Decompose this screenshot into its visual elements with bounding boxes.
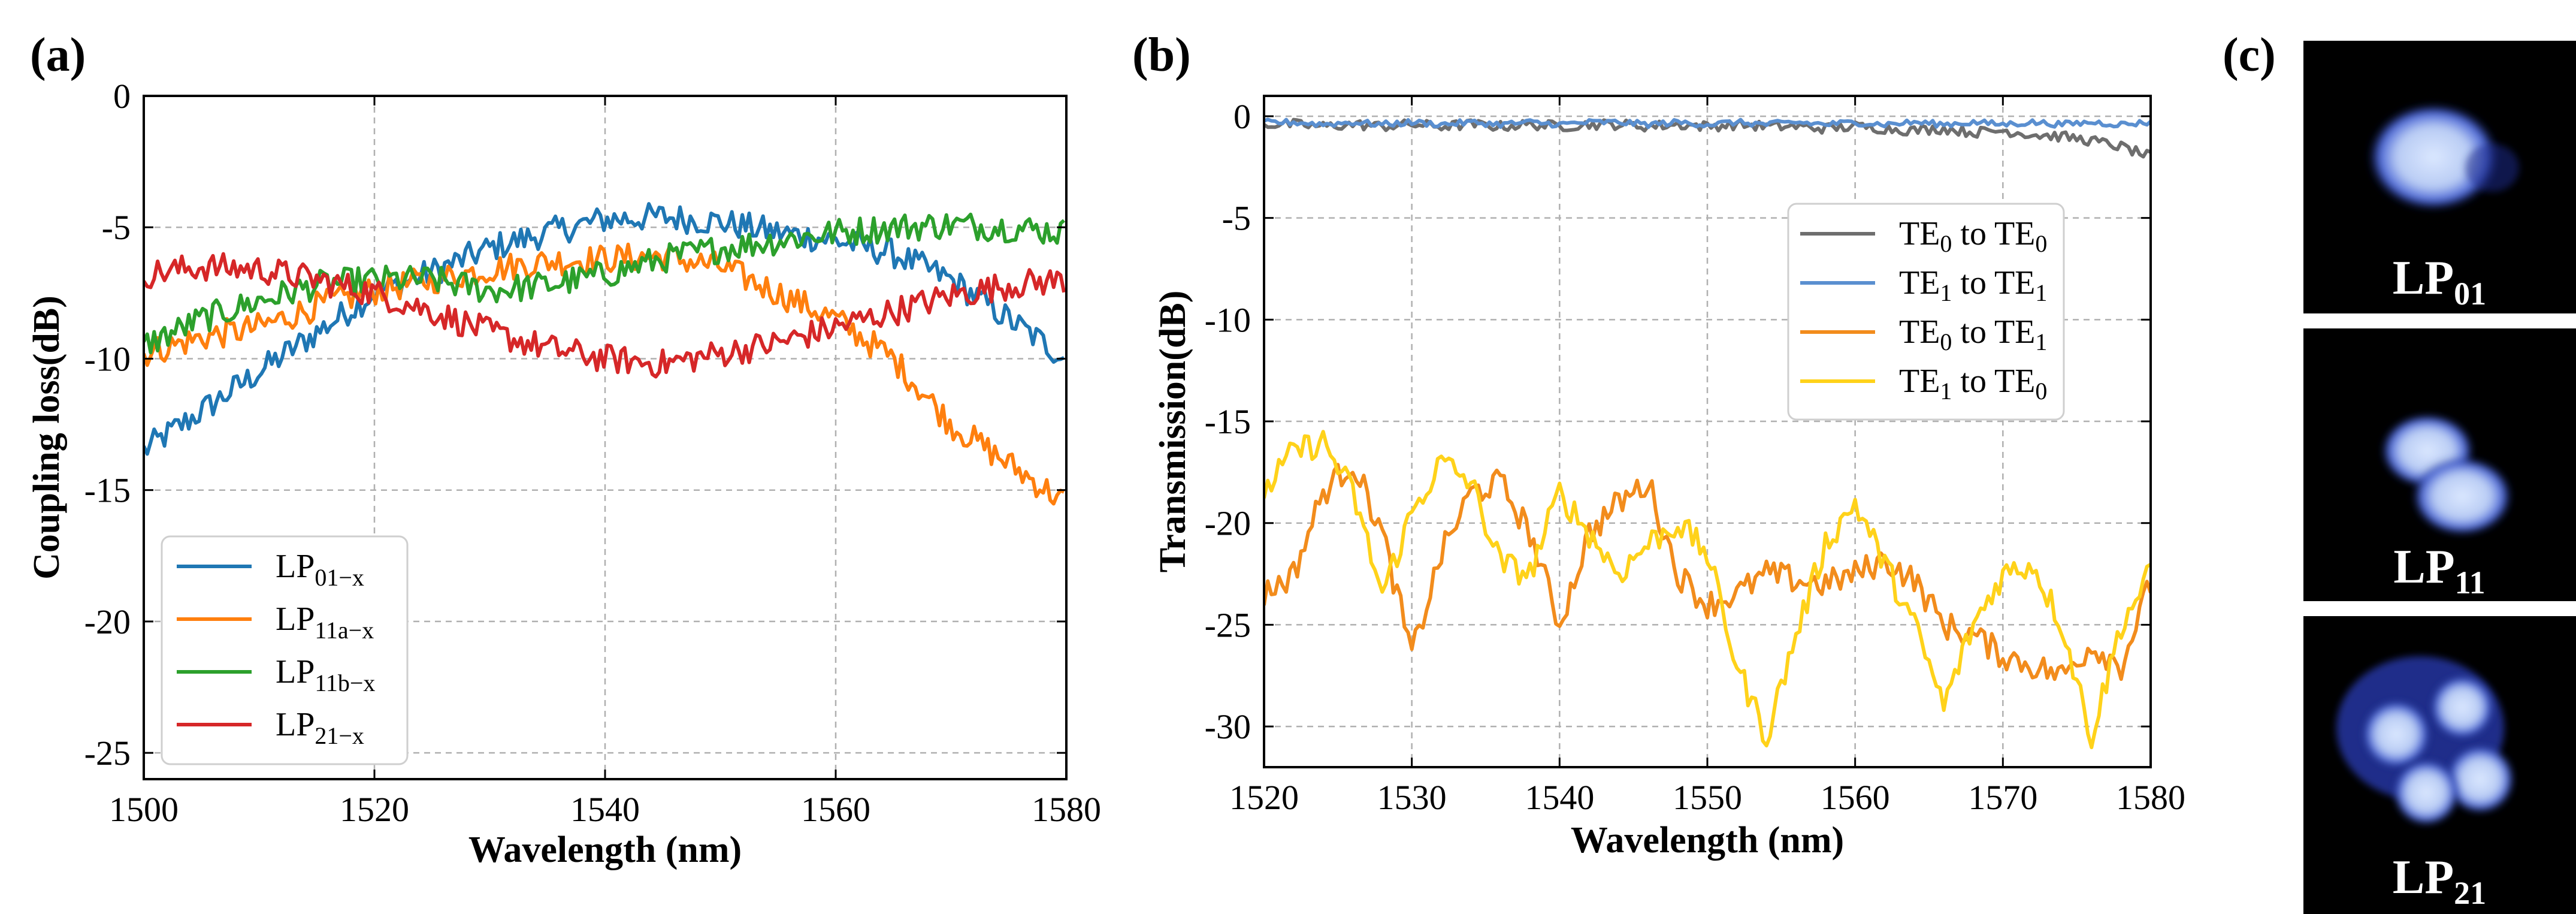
legend-label: TE0 to TE0 <box>1899 215 2047 257</box>
y-tick-label: -5 <box>102 208 131 247</box>
beam-spot <box>2368 103 2499 211</box>
legend-label: LP11b−x <box>276 653 375 696</box>
y-tick-label: -25 <box>1205 605 1251 644</box>
y-axis-title-a: Coupling loss(dB) <box>26 295 67 580</box>
beam-lobe <box>2412 457 2512 536</box>
series-line-lp01-x <box>144 202 1065 456</box>
series-line-te1-to-te0 <box>1264 430 2151 749</box>
x-axis-title-b: Wavelength (nm) <box>1571 820 1844 861</box>
legend-label: TE1 to TE0 <box>1899 363 2047 405</box>
x-tick-label: 1580 <box>1032 790 1101 829</box>
series-line-te1-to-te1 <box>1264 117 2151 129</box>
beam-lobe <box>2430 675 2495 740</box>
beam-lobe <box>2393 759 2460 826</box>
y-tick-label: 0 <box>113 77 131 116</box>
x-tick-label: 1540 <box>1525 778 1594 817</box>
legend-a: LP01−x LP11a−x LP11b−x LP21−x <box>161 535 409 765</box>
x-tick-label: 1570 <box>1968 778 2037 817</box>
x-tick-label: 1550 <box>1673 778 1742 817</box>
legend-b: TE0 to TE0 TE1 to TE1 TE0 to TE1 TE1 to TE0 <box>1787 203 2065 421</box>
series-line-lp11a-x <box>144 242 1065 506</box>
ticks-a: 1500 1520 1540 1560 1580 0 -5 -10 -15 -20 -25 <box>84 77 1101 829</box>
mode-image-lp21: LP21 <box>2303 616 2576 914</box>
y-tick-label: -25 <box>84 734 131 773</box>
x-tick-label: 1580 <box>2116 778 2185 817</box>
transmission-chart: 1520 1530 1540 1550 1560 1570 1580 0 -5 -10 -15 -20… <box>1153 95 2185 861</box>
y-tick-label: -15 <box>1205 402 1251 441</box>
beam-tail <box>2465 144 2519 192</box>
mode-image-lp01: LP01 <box>2303 41 2576 313</box>
x-axis-title-a: Wavelength (nm) <box>468 829 742 870</box>
x-tick-label: 1500 <box>109 790 179 829</box>
legend-label: TE1 to TE1 <box>1899 264 2047 306</box>
series-b <box>1264 117 2151 749</box>
legend-box-a <box>161 535 409 765</box>
coupling-loss-chart: 1500 1520 1540 1560 1580 0 -5 -10 -15 -20 -25 Wave… <box>26 77 1101 870</box>
grid-b <box>1264 96 2151 767</box>
mode-image-lp11: LP11 <box>2303 328 2576 601</box>
legend-label: TE0 to TE1 <box>1899 313 2047 355</box>
series-line-te0-to-te1 <box>1264 463 2151 681</box>
y-axis-title-b: Transmission(dB) <box>1153 291 1193 573</box>
x-tick-label: 1520 <box>1229 778 1299 817</box>
y-tick-label: -15 <box>84 471 131 510</box>
mode-images: LP01 LP11 LP21 <box>2303 41 2576 914</box>
y-tick-label: -5 <box>1222 199 1251 238</box>
ticks-b: 1520 1530 1540 1550 1560 1570 1580 0 -5 -10 -15 -20… <box>1205 96 2185 817</box>
panel-label-a: (a) <box>30 29 86 82</box>
x-tick-label: 1520 <box>340 790 409 829</box>
series-a <box>144 202 1066 506</box>
x-tick-label: 1530 <box>1377 778 1447 817</box>
y-tick-label: -30 <box>1205 707 1251 746</box>
y-tick-label: -10 <box>1205 300 1251 339</box>
y-tick-label: 0 <box>1233 97 1251 136</box>
legend-label: LP21−x <box>276 706 364 749</box>
series-line-lp11b-x <box>144 212 1066 355</box>
mode-label-lp01: LP01 <box>2393 252 2486 312</box>
legend-box-b <box>1787 203 2065 421</box>
legend-label: LP11a−x <box>276 601 374 644</box>
panel-label-c: (c) <box>2223 29 2276 82</box>
mode-label-lp21: LP21 <box>2393 851 2486 911</box>
legend-label: LP01−x <box>276 548 364 591</box>
x-tick-label: 1540 <box>570 790 640 829</box>
x-tick-label: 1560 <box>1821 778 1890 817</box>
x-tick-label: 1560 <box>801 790 870 829</box>
y-tick-label: -20 <box>84 602 131 641</box>
beam-lobe <box>2362 699 2431 769</box>
y-tick-label: -10 <box>84 339 131 378</box>
panel-label-b: (b) <box>1132 29 1191 82</box>
series-line-lp21-x <box>144 252 1066 379</box>
beam-lobe <box>2445 744 2515 814</box>
mode-label-lp11: LP11 <box>2393 541 2485 601</box>
y-tick-label: -20 <box>1205 504 1251 543</box>
